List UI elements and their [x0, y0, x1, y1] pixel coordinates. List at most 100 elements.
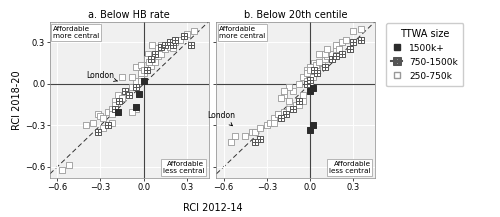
Point	[144, 52, 152, 55]
Point	[162, 48, 170, 51]
Point	[154, 54, 162, 58]
Point	[335, 43, 343, 47]
Point	[274, 113, 282, 116]
Point	[111, 107, 119, 110]
Point	[118, 75, 126, 79]
Point	[346, 48, 354, 51]
Point	[157, 52, 165, 55]
Point	[136, 92, 143, 95]
Point	[320, 52, 328, 55]
Point	[166, 45, 173, 48]
Point	[108, 107, 116, 110]
Point	[320, 66, 328, 69]
Point	[332, 48, 340, 51]
Point	[306, 128, 314, 131]
Point	[94, 113, 102, 116]
Point	[151, 52, 159, 55]
Point	[310, 68, 318, 72]
Point	[304, 79, 312, 83]
Point	[282, 113, 290, 116]
Point	[148, 43, 156, 47]
Point	[314, 68, 322, 72]
Point	[306, 89, 314, 93]
Point	[299, 99, 307, 102]
Point	[274, 113, 282, 116]
Point	[299, 75, 307, 79]
Point	[128, 85, 136, 88]
Point	[187, 43, 195, 47]
Point	[278, 96, 285, 99]
Point	[168, 46, 176, 50]
Point	[100, 117, 108, 120]
Point	[140, 71, 147, 75]
Point	[137, 71, 145, 75]
Point	[309, 75, 317, 79]
Title: b. Below 20th centile: b. Below 20th centile	[244, 10, 348, 20]
Point	[324, 54, 332, 58]
Point	[142, 57, 150, 61]
Point	[100, 127, 108, 130]
Point	[252, 131, 260, 134]
Point	[128, 75, 136, 79]
Point	[280, 93, 288, 97]
Point	[278, 117, 285, 120]
Point	[121, 89, 129, 93]
Point	[328, 57, 336, 61]
Point	[96, 114, 104, 117]
Point	[310, 61, 318, 65]
Point	[157, 43, 165, 47]
Point	[284, 99, 292, 102]
Point	[332, 54, 340, 58]
Point	[338, 41, 346, 44]
Point	[147, 64, 155, 68]
Point	[289, 89, 297, 93]
Point	[111, 103, 119, 106]
Point	[114, 110, 122, 113]
Title: a. Below HB rate: a. Below HB rate	[88, 10, 170, 20]
Point	[148, 57, 156, 61]
Point	[168, 43, 176, 47]
Point	[294, 82, 302, 86]
Point	[132, 107, 140, 110]
Point	[304, 82, 312, 86]
Point	[142, 68, 150, 72]
Point	[132, 66, 140, 69]
Point	[128, 110, 136, 113]
Point	[132, 79, 140, 83]
Y-axis label: RCI 2018-20: RCI 2018-20	[12, 70, 22, 130]
Point	[108, 113, 116, 116]
Point	[294, 99, 302, 102]
Point	[292, 103, 300, 106]
Point	[64, 164, 72, 167]
Point	[309, 86, 317, 90]
Point	[176, 38, 184, 41]
Point	[89, 121, 97, 124]
Point	[294, 103, 302, 106]
Point	[115, 99, 123, 102]
Point	[299, 93, 307, 97]
Point	[312, 63, 320, 66]
Point	[140, 79, 147, 83]
Point	[306, 66, 314, 69]
Point	[332, 43, 340, 47]
Point	[166, 41, 173, 44]
Point	[306, 68, 314, 72]
Point	[338, 52, 346, 55]
Point	[280, 110, 288, 113]
Text: Affordable
less central: Affordable less central	[162, 161, 204, 174]
Point	[115, 96, 123, 99]
Point	[256, 138, 264, 141]
Point	[306, 82, 314, 86]
Point	[324, 48, 332, 51]
Point	[168, 43, 176, 47]
Point	[356, 38, 364, 41]
Point	[137, 63, 145, 66]
Point	[342, 38, 350, 41]
Text: London: London	[207, 111, 235, 126]
Point	[94, 131, 102, 134]
Text: Affordable
less central: Affordable less central	[329, 161, 370, 174]
Point	[146, 60, 154, 64]
Point	[242, 135, 250, 138]
Point	[183, 32, 191, 36]
Point	[350, 30, 358, 33]
